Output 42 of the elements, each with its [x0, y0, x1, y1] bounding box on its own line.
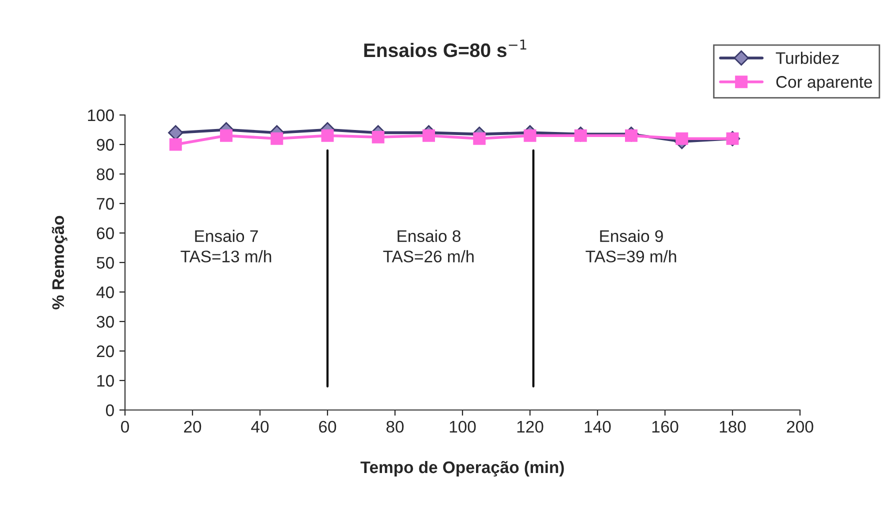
point	[220, 129, 232, 142]
point	[574, 129, 587, 142]
x-tick-label: 180	[720, 420, 746, 433]
chart-title: Ensaios G=80 s$^{−1}$	[364, 40, 526, 58]
point	[625, 129, 638, 142]
x-tick-label: 60	[319, 420, 336, 433]
y-tick-label: 0	[106, 404, 114, 416]
x-tick-label: 120	[517, 420, 544, 433]
y-tick-label: 70	[96, 198, 114, 210]
point	[169, 138, 182, 151]
y-tick-label: 50	[96, 256, 114, 269]
x-tick-label: 0	[121, 420, 129, 433]
point	[270, 132, 284, 145]
y-tick-label: 60	[96, 227, 114, 240]
point	[168, 125, 184, 140]
point	[321, 129, 334, 142]
annotation: Ensaio 7 TAS=13 m/h	[180, 230, 272, 262]
legend-label: Turbidez	[776, 52, 839, 64]
annotation: Ensaio 9 TAS=39 m/h	[586, 230, 676, 262]
y-axis-title: % Remoção	[52, 216, 68, 310]
annotation: Ensaio 8 TAS=26 m/h	[383, 230, 474, 262]
y-tick-label: 10	[97, 374, 114, 387]
y-tick-label: 100	[88, 109, 114, 122]
x-tick-label: 80	[386, 420, 404, 433]
point	[473, 132, 486, 145]
x-tick-label: 40	[251, 420, 269, 433]
x-axis-title: Tempo de Operação (min)	[360, 460, 564, 476]
point	[422, 129, 435, 142]
x-tick-label: 100	[450, 420, 476, 433]
y-tick-label: 30	[96, 316, 114, 328]
y-tick-label: 80	[96, 168, 114, 180]
x-tick-label: 160	[652, 420, 678, 433]
y-tick-label: 20	[96, 345, 114, 358]
point	[524, 129, 536, 142]
x-tick-label: 20	[184, 420, 202, 433]
legend-label: Cor aparente	[776, 76, 872, 92]
y-tick-label: 90	[96, 138, 114, 151]
point	[676, 132, 688, 145]
y-tick-label: 40	[96, 286, 114, 298]
point	[372, 130, 384, 144]
x-tick-label: 200	[786, 420, 814, 433]
x-tick-label: 140	[584, 420, 611, 433]
